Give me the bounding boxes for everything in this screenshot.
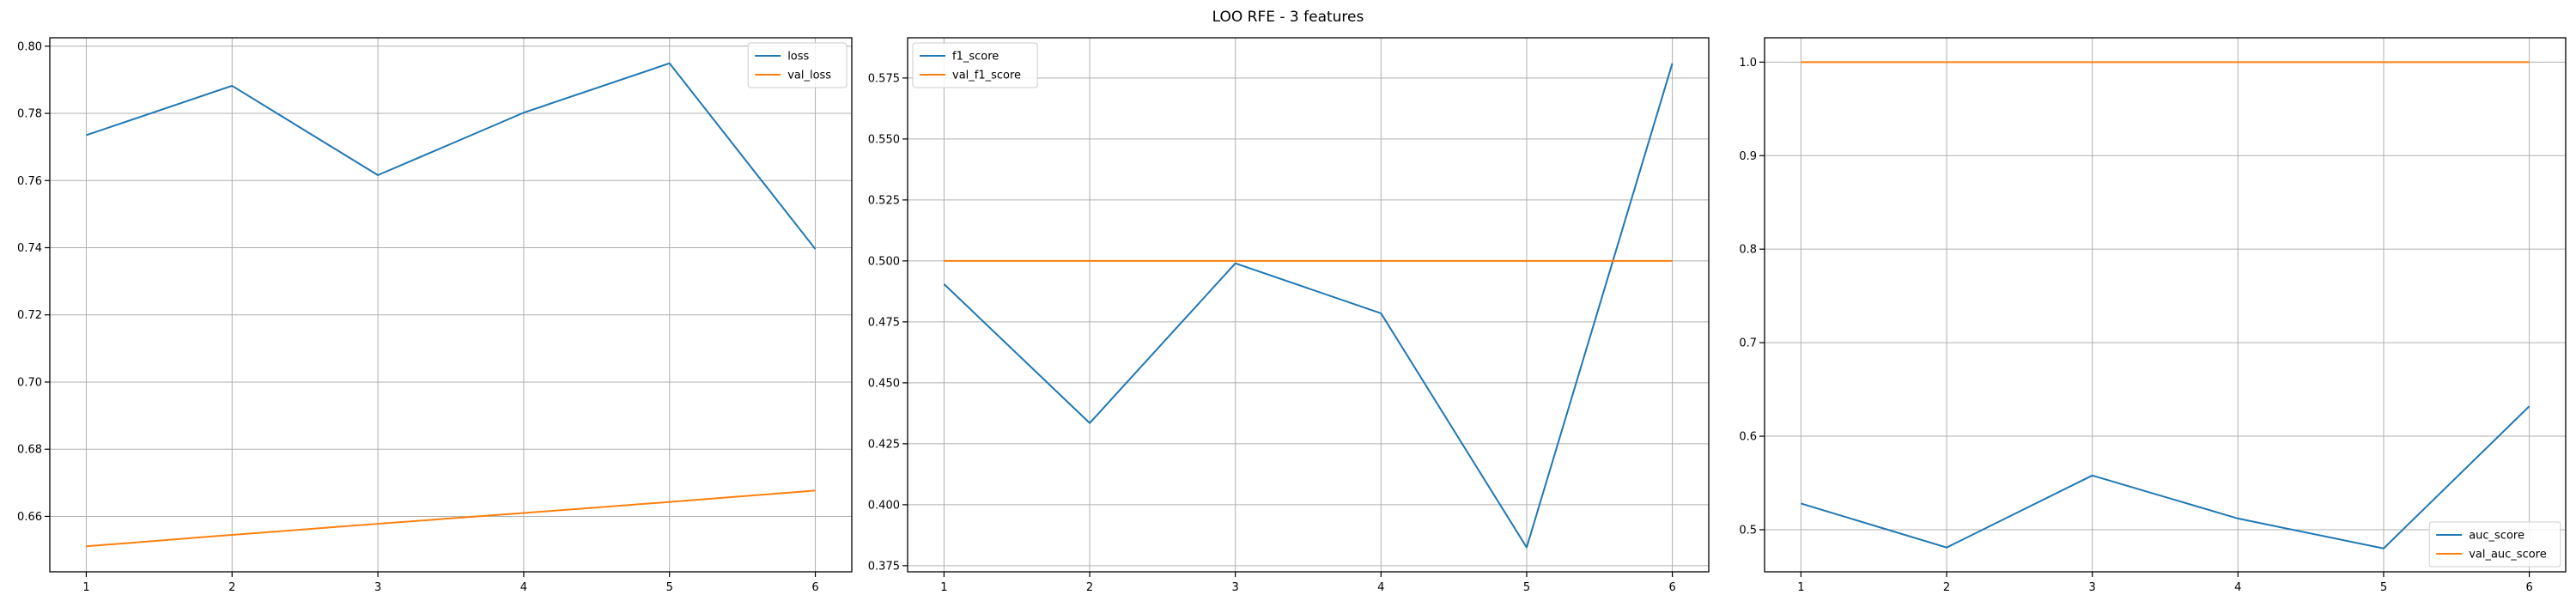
y-tick-label: 0.425: [868, 438, 900, 451]
axes-frame: [907, 37, 1710, 573]
y-tick-label: 0.74: [17, 242, 42, 255]
legend: loss val_loss: [747, 42, 848, 88]
y-tick-label: 0.575: [868, 72, 900, 85]
legend-label: loss: [787, 51, 809, 64]
legend-label: val_loss: [787, 70, 831, 82]
series-line-f1_score: [943, 63, 1674, 549]
legend-box: [747, 42, 848, 88]
x-tick-label: 3: [1232, 581, 1239, 594]
x-tick-label: 4: [1377, 581, 1384, 594]
y-tick-label: 0.80: [17, 40, 42, 53]
x-tick-label: 2: [1086, 581, 1093, 594]
y-tick-label: 0.550: [868, 133, 900, 146]
y-tick-label: 0.525: [868, 194, 900, 207]
y-tick-label: 0.375: [868, 560, 900, 573]
y-tick-label: 0.7: [1739, 337, 1757, 350]
x-tick-label: 6: [2525, 581, 2532, 594]
legend-box: [912, 42, 1038, 88]
y-tick-label: 0.70: [17, 376, 42, 389]
y-tick-label: 0.6: [1739, 431, 1757, 444]
x-tick-label: 3: [2089, 581, 2096, 594]
chart-1: 1 2 3 4 5 6 0.66 0.68 0.70 0.72 0.74 0.76 0.78 0.80 lo…: [17, 37, 853, 594]
x-tick-label: 4: [520, 581, 527, 594]
y-tick-label: 0.9: [1739, 150, 1757, 163]
y-tick-label: 0.76: [17, 175, 42, 188]
y-tick-label: 0.5: [1739, 524, 1757, 537]
axes-frame: [49, 37, 853, 573]
x-tick-label: 5: [2380, 581, 2387, 594]
x-tick-label: 1: [940, 581, 947, 594]
y-tick-label: 0.68: [17, 444, 42, 457]
x-tick-label: 2: [228, 581, 235, 594]
x-tick-label: 6: [1668, 581, 1675, 594]
y-tick-label: 0.450: [868, 377, 900, 390]
y-tick-label: 0.500: [868, 255, 900, 268]
series-line-val_loss: [86, 489, 816, 548]
y-tick-label: 0.400: [868, 499, 900, 512]
y-tick-label: 0.475: [868, 316, 900, 329]
y-tick-label: 0.66: [17, 511, 42, 524]
x-tick-label: 5: [666, 581, 673, 594]
x-tick-label: 5: [1523, 581, 1530, 594]
y-tick-label: 0.78: [17, 108, 42, 121]
legend-label: val_auc_score: [2469, 549, 2547, 562]
legend-label: val_f1_score: [952, 70, 1021, 82]
y-tick-label: 1.0: [1739, 57, 1757, 70]
legend: auc_score val_auc_score: [2428, 521, 2561, 568]
legend-box: [2428, 521, 2561, 568]
x-tick-label: 3: [374, 581, 381, 594]
chart-3: 1 2 3 4 5 6 0.5 0.6 0.7 0.8 0.9 1.0 auc_score val_auc…: [1739, 37, 2567, 594]
x-tick-label: 4: [2234, 581, 2241, 594]
y-tick-label: 0.72: [17, 309, 42, 322]
x-tick-label: 2: [1943, 581, 1950, 594]
chart-2: 1 2 3 4 5 6 0.375 0.400 0.425 0.450 0.475 0.500 0.52…: [868, 37, 1710, 594]
legend: f1_score val_f1_score: [912, 42, 1038, 88]
series-line-loss: [86, 62, 817, 250]
x-tick-label: 1: [1797, 581, 1804, 594]
legend-label: f1_score: [952, 51, 999, 64]
x-tick-label: 1: [82, 581, 89, 594]
series-line-auc_score: [1801, 405, 2530, 549]
y-tick-label: 0.8: [1739, 244, 1757, 257]
x-tick-label: 6: [811, 581, 818, 594]
axes-frame: [1764, 37, 2567, 573]
figure-title: LOO RFE - 3 features: [1212, 9, 1364, 26]
legend-label: auc_score: [2469, 530, 2524, 543]
